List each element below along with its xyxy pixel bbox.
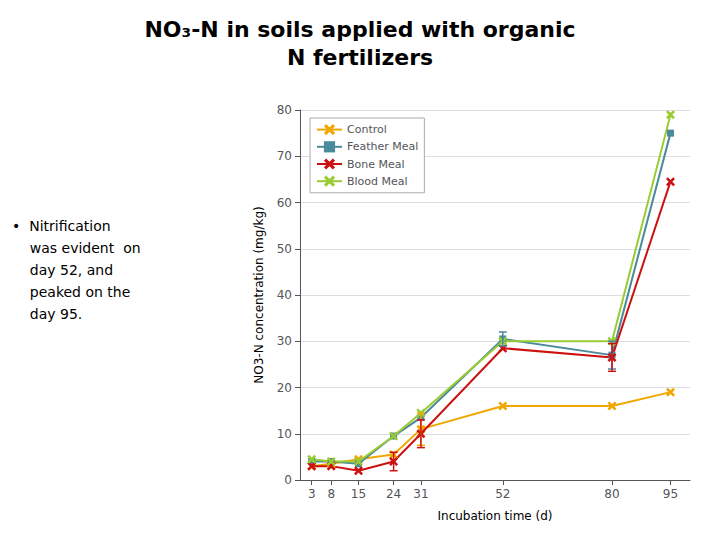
svg-text:3: 3 [308,487,316,501]
svg-text:NO₃-N in soils applied with or: NO₃-N in soils applied with organic [144,17,575,42]
svg-text:52: 52 [495,487,510,501]
svg-text:Incubation time (d): Incubation time (d) [437,509,552,523]
svg-text:40: 40 [277,288,292,302]
svg-text:70: 70 [277,149,292,163]
svg-text:day 95.: day 95. [12,306,82,322]
svg-text:Bone Meal: Bone Meal [347,158,405,171]
svg-text:10: 10 [277,427,292,441]
svg-text:day 52, and: day 52, and [12,262,113,278]
svg-text:Blood Meal: Blood Meal [347,175,408,188]
svg-text:24: 24 [386,487,401,501]
svg-text:was evident on: was evident on [12,240,141,256]
svg-text:Control: Control [347,123,387,136]
svg-text:20: 20 [277,381,292,395]
svg-text:8: 8 [327,487,335,501]
svg-text:N fertilizers: N fertilizers [287,45,433,70]
svg-text:80: 80 [277,103,292,117]
svg-text:15: 15 [351,487,366,501]
svg-text:peaked on the: peaked on the [12,284,130,300]
svg-text:31: 31 [413,487,428,501]
svg-text:80: 80 [604,487,619,501]
svg-text:50: 50 [277,242,292,256]
svg-text:NO3-N concentration (mg/kg): NO3-N concentration (mg/kg) [252,206,266,383]
svg-text:60: 60 [277,196,292,210]
svg-text:30: 30 [277,334,292,348]
svg-text:• Nitrification: • Nitrification [12,218,111,234]
svg-text:Feather Meal: Feather Meal [347,140,418,153]
svg-text:95: 95 [663,487,678,501]
svg-text:0: 0 [284,473,292,487]
